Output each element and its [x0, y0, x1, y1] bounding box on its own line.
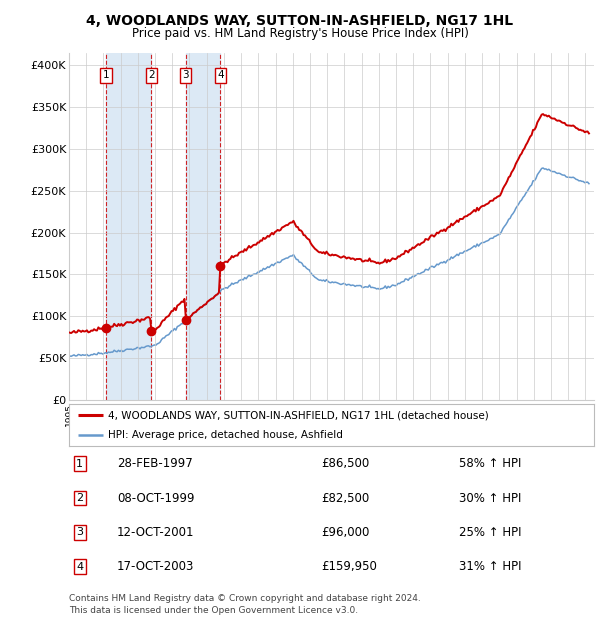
Text: 3: 3	[182, 70, 189, 80]
Bar	[186, 53, 220, 400]
Text: 08-OCT-1999: 08-OCT-1999	[117, 492, 194, 505]
Text: Price paid vs. HM Land Registry's House Price Index (HPI): Price paid vs. HM Land Registry's House …	[131, 27, 469, 40]
Text: 2: 2	[148, 70, 154, 80]
Text: 58% ↑ HPI: 58% ↑ HPI	[459, 457, 521, 470]
Bar	[106, 53, 151, 400]
Text: 25% ↑ HPI: 25% ↑ HPI	[459, 526, 521, 539]
Text: 30% ↑ HPI: 30% ↑ HPI	[459, 492, 521, 505]
Text: 28-FEB-1997: 28-FEB-1997	[117, 457, 193, 470]
Text: 3: 3	[76, 528, 83, 538]
Text: 4, WOODLANDS WAY, SUTTON-IN-ASHFIELD, NG17 1HL: 4, WOODLANDS WAY, SUTTON-IN-ASHFIELD, NG…	[86, 14, 514, 28]
Text: £82,500: £82,500	[321, 492, 369, 505]
Text: 1: 1	[103, 70, 109, 80]
Text: 1: 1	[76, 459, 83, 469]
Text: 17-OCT-2003: 17-OCT-2003	[117, 560, 194, 574]
Text: 4, WOODLANDS WAY, SUTTON-IN-ASHFIELD, NG17 1HL (detached house): 4, WOODLANDS WAY, SUTTON-IN-ASHFIELD, NG…	[109, 410, 489, 420]
Text: £159,950: £159,950	[321, 560, 377, 574]
Text: 12-OCT-2001: 12-OCT-2001	[117, 526, 194, 539]
Text: 31% ↑ HPI: 31% ↑ HPI	[459, 560, 521, 574]
Text: 2: 2	[76, 493, 83, 503]
Text: 4: 4	[76, 562, 83, 572]
Text: HPI: Average price, detached house, Ashfield: HPI: Average price, detached house, Ashf…	[109, 430, 343, 440]
Text: £86,500: £86,500	[321, 457, 369, 470]
Text: 4: 4	[217, 70, 224, 80]
Text: £96,000: £96,000	[321, 526, 370, 539]
Text: Contains HM Land Registry data © Crown copyright and database right 2024.
This d: Contains HM Land Registry data © Crown c…	[69, 594, 421, 615]
